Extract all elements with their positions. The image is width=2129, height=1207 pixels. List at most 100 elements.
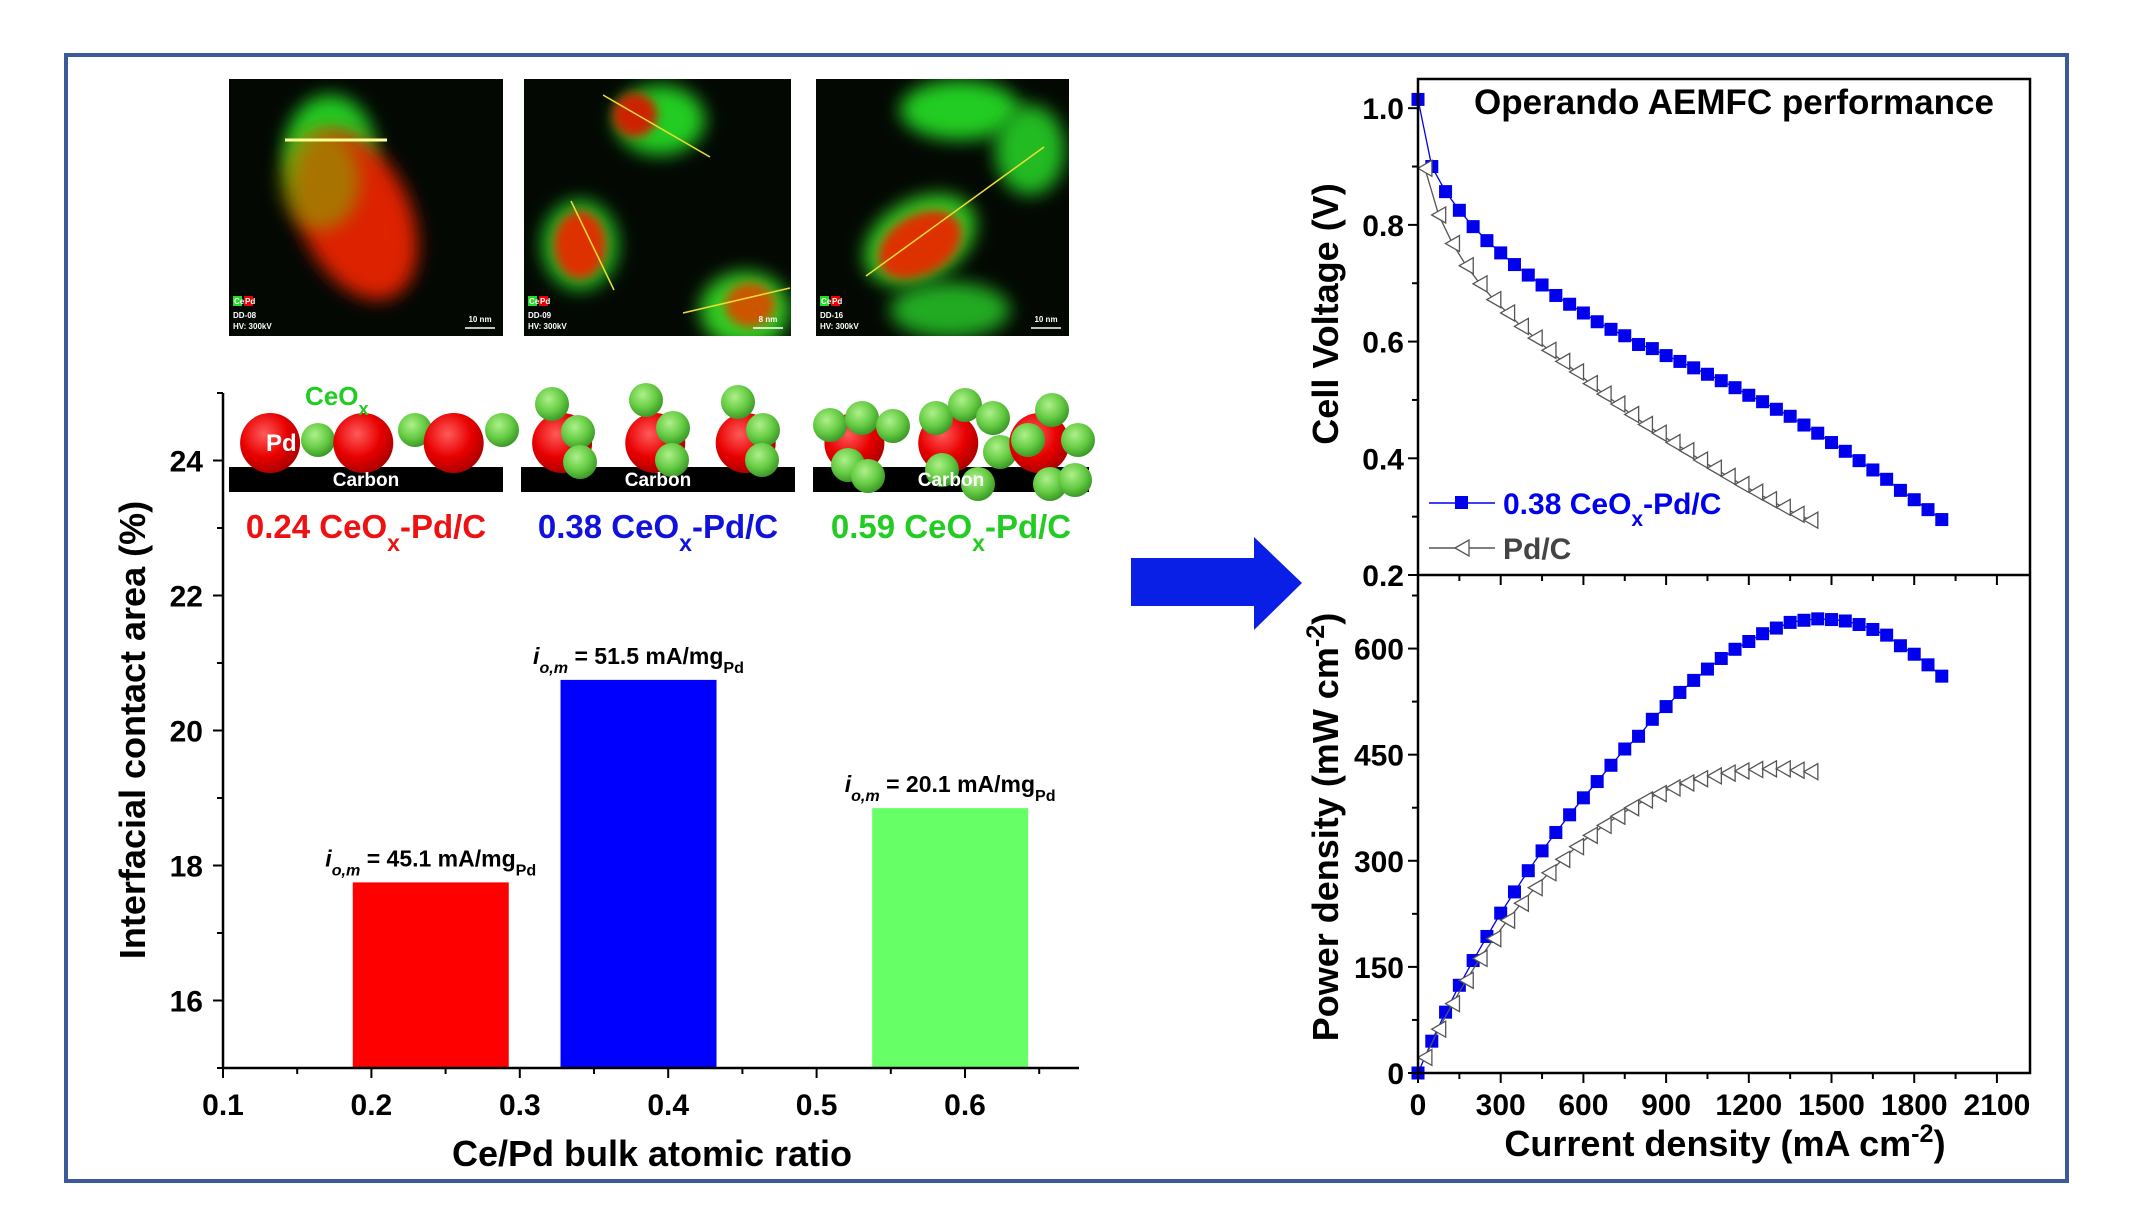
power-data-point	[1471, 949, 1488, 968]
x-axis-label: Current density (mA cm-2)	[1504, 1120, 1945, 1164]
voltage-series-line	[1424, 168, 1812, 521]
power-data-point	[1595, 816, 1612, 835]
power-data-point	[1852, 618, 1866, 632]
accelerating-voltage: HV: 300kV	[528, 322, 567, 331]
ceox-particle	[561, 415, 595, 449]
voltage-data-point	[1673, 354, 1687, 368]
voltage-data-point	[1880, 472, 1894, 486]
voltage-y-tick-label: 0.6	[1362, 327, 1404, 360]
ceox-particle	[976, 401, 1010, 435]
ceox-particle	[398, 413, 432, 447]
power-data-point	[1761, 759, 1778, 778]
y-axis-label: Interfacial contact area (%)	[112, 501, 153, 959]
voltage-data-point	[1618, 329, 1632, 343]
voltage-data-point	[1733, 475, 1750, 494]
power-data-point	[1494, 906, 1508, 920]
power-data-point	[1797, 613, 1811, 627]
voltage-data-point	[1513, 317, 1530, 336]
voltage-data-point	[1811, 426, 1825, 440]
voltage-data-point	[1623, 405, 1640, 424]
power-data-point	[1581, 826, 1598, 845]
ceox-particle	[1011, 423, 1045, 457]
power-data-point	[1430, 1020, 1447, 1039]
x-tick-label: 0	[1410, 1089, 1427, 1122]
x-tick-label: 2100	[1964, 1089, 2031, 1122]
power-y-tick-label: 300	[1354, 846, 1404, 879]
power-data-point	[1632, 729, 1646, 743]
power-data-point	[1590, 775, 1604, 789]
ceox-particle	[948, 388, 982, 422]
power-data-point	[1507, 885, 1521, 899]
x-axis-label: Ce/Pd bulk atomic ratio	[452, 1133, 852, 1174]
figure-frame	[64, 53, 2069, 1183]
power-data-point	[1568, 837, 1585, 856]
ce-legend-swatch	[820, 296, 829, 306]
ceox-particle	[845, 401, 879, 435]
catalyst-schematic: Carbon 0.24 CeOx-Pd/C Carbon 0.38 CeOx-Pd/C…	[229, 381, 1095, 556]
ceox-particle	[485, 413, 519, 447]
x-tick-label: 1500	[1798, 1089, 1865, 1122]
ceox-particle	[301, 423, 335, 457]
voltage-data-point	[1747, 483, 1764, 502]
voltage-data-point	[1632, 338, 1646, 352]
ceox-particle	[746, 413, 780, 447]
power-data-point	[1499, 911, 1516, 930]
voltage-data-point	[1728, 381, 1742, 395]
bar-chart: io,m = 45.1 mA/mgPd io,m = 51.5 mA/mgPd io…	[112, 392, 1079, 1174]
accelerating-voltage: HV: 300kV	[820, 322, 859, 331]
power-y-tick-label: 450	[1354, 740, 1404, 773]
y-tick-label: 22	[170, 581, 203, 614]
voltage-data-point	[1797, 418, 1811, 432]
ceox-particle	[961, 467, 995, 501]
voltage-data-point	[1540, 341, 1557, 360]
pd-legend-label: Pd	[540, 297, 550, 306]
pd-particle	[333, 413, 394, 473]
power-data-point	[1513, 894, 1530, 913]
power-data-point	[1774, 759, 1791, 778]
voltage-data-point	[1774, 498, 1791, 517]
x-tick-label: 0.4	[647, 1089, 689, 1122]
voltage-data-point	[1659, 349, 1673, 363]
power-data-point	[1604, 758, 1618, 772]
tem-image-labels: Ce Pd DD-09 HV: 300kV 8 nm	[528, 296, 783, 331]
right-arrow-icon	[1131, 537, 1302, 630]
tem-image-labels: Ce Pd DD-16 HV: 300kV 10 nm	[820, 296, 1061, 331]
ceox-particle	[919, 401, 953, 435]
x-tick-label: 1800	[1881, 1089, 1948, 1122]
voltage-data-point	[1568, 362, 1585, 382]
tem-image-labels: Ce Pd DD-08 HV: 300kV 10 nm	[233, 296, 495, 331]
voltage-data-point	[1507, 258, 1521, 272]
pd-particle	[423, 413, 484, 473]
voltage-data-point	[1581, 374, 1598, 393]
power-data-point	[1609, 807, 1626, 826]
bar-annotation: io,m = 51.5 mA/mgPd	[533, 643, 744, 677]
ceox-label: CeOx	[305, 381, 369, 419]
ce-legend-swatch	[528, 296, 537, 306]
ce-legend-label: Ce	[529, 297, 540, 306]
voltage-data-point	[1521, 268, 1535, 282]
voltage-data-point	[1893, 483, 1907, 497]
scale-bar-label: 10 nm	[468, 315, 491, 324]
voltage-data-point	[1825, 436, 1839, 450]
voltage-y-tick-label: 0.4	[1362, 443, 1404, 476]
voltage-data-point	[1650, 424, 1667, 443]
power-data-point	[1439, 1005, 1453, 1019]
sample-id: DD-09	[528, 311, 552, 320]
power-data-point	[1576, 791, 1590, 805]
voltage-data-point	[1714, 374, 1728, 388]
voltage-data-point	[1907, 493, 1921, 507]
power-data-point	[1659, 700, 1673, 714]
power-data-point	[1623, 798, 1640, 817]
power-data-point	[1802, 762, 1819, 781]
pd-label: Pd	[266, 430, 297, 457]
ceox-particle	[745, 443, 779, 477]
voltage-data-point	[1554, 352, 1571, 371]
tem-image-1	[229, 79, 503, 336]
x-tick-label: 0.2	[351, 1089, 393, 1122]
power-data-point	[1747, 760, 1764, 779]
ceox-particle	[851, 459, 885, 493]
ceox-particle	[721, 385, 755, 419]
voltage-data-point	[1604, 322, 1618, 336]
power-data-point	[1728, 642, 1742, 656]
sample-id: DD-08	[233, 311, 257, 320]
